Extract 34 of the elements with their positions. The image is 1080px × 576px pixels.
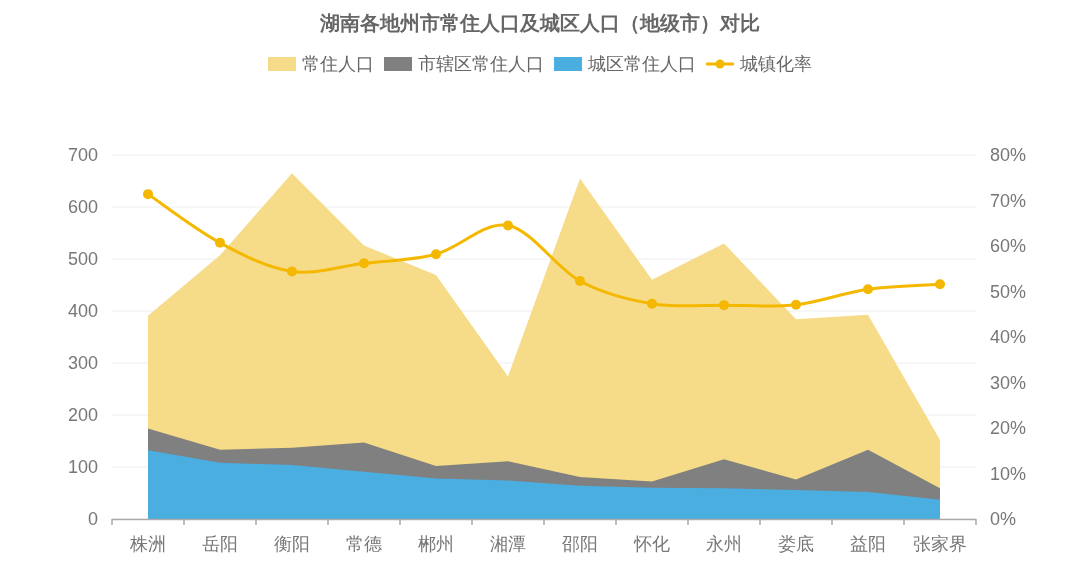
- y-tick-label: 700: [67, 145, 98, 165]
- x-tick-label: 常德: [346, 534, 382, 554]
- x-tick-label: 衡阳: [274, 534, 310, 554]
- y-tick-label: 500: [67, 249, 98, 269]
- legend-label: 城镇化率: [739, 54, 812, 74]
- legend-label: 市辖区常住人口: [418, 54, 544, 74]
- legend-label: 城区常住人口: [587, 54, 696, 74]
- y2-tick-label: 10%: [990, 463, 1027, 484]
- x-tick-label: 岳阳: [202, 534, 238, 554]
- y-tick-label: 100: [67, 457, 98, 477]
- x-tick-label: 益阳: [850, 534, 886, 554]
- y2-tick-label: 80%: [990, 145, 1027, 165]
- x-tick-label: 郴州: [418, 534, 454, 554]
- y-tick-label: 0: [87, 509, 98, 529]
- y2-tick-label: 60%: [990, 236, 1027, 256]
- y2-tick-label: 30%: [990, 372, 1027, 393]
- y2-tick-label: 50%: [990, 281, 1027, 302]
- y2-tick-label: 70%: [990, 190, 1027, 211]
- x-tick-label: 怀化: [633, 534, 670, 554]
- y2-tick-label: 20%: [990, 418, 1027, 438]
- y-tick-label: 400: [67, 301, 98, 321]
- legend-label: 常住人口: [302, 54, 374, 74]
- x-tick-label: 张家界: [913, 534, 967, 554]
- y-tick-label: 600: [67, 197, 98, 217]
- y2-tick-label: 0%: [990, 509, 1017, 529]
- x-tick-label: 邵阳: [562, 534, 598, 554]
- y-tick-label: 300: [67, 353, 98, 373]
- x-tick-label: 娄底: [778, 534, 814, 554]
- x-tick-label: 株洲: [129, 534, 166, 554]
- y2-tick-label: 40%: [990, 327, 1027, 347]
- title: 湖南各地州市常住人口及城区人口（地级市）对比: [320, 12, 760, 34]
- x-tick-label: 永州: [706, 534, 742, 554]
- x-tick-label: 湘潭: [490, 534, 526, 554]
- y-tick-label: 200: [67, 405, 98, 425]
